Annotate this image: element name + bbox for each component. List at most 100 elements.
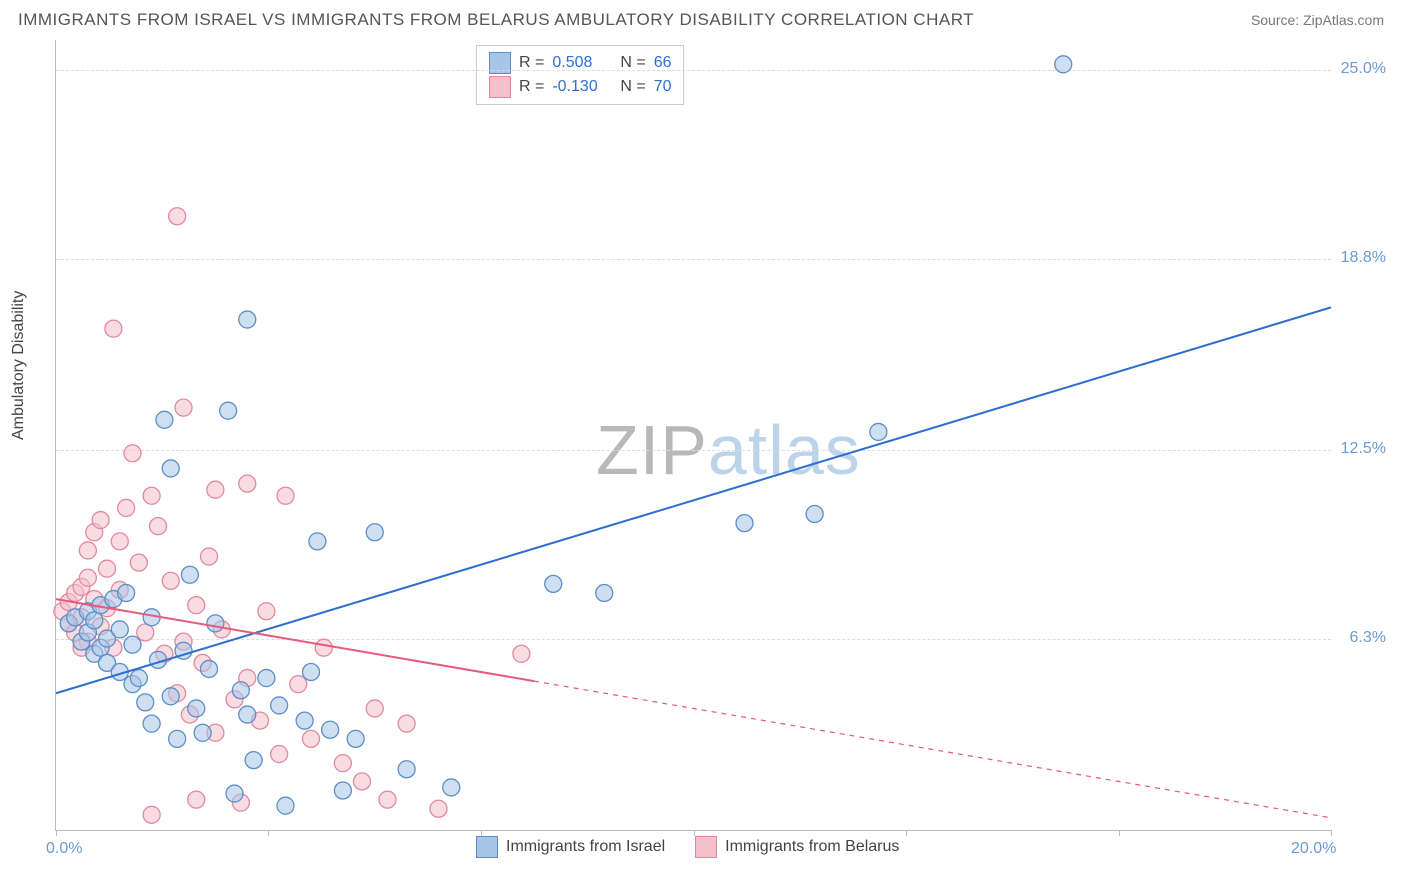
legend-item-israel: Immigrants from Israel (476, 836, 665, 858)
data-point (232, 682, 249, 699)
data-point (296, 712, 313, 729)
data-point (366, 524, 383, 541)
data-point (303, 664, 320, 681)
data-point (99, 560, 116, 577)
data-point (277, 797, 294, 814)
data-point (124, 445, 141, 462)
chart-svg (56, 40, 1331, 830)
data-point (271, 746, 288, 763)
data-point (124, 636, 141, 653)
regression-line-dashed (534, 681, 1331, 818)
series-legend: Immigrants from Israel Immigrants from B… (476, 836, 899, 858)
data-point (137, 694, 154, 711)
data-point (162, 688, 179, 705)
data-point (334, 755, 351, 772)
data-point (303, 730, 320, 747)
data-point (245, 752, 262, 769)
source-attribution: Source: ZipAtlas.com (1251, 12, 1384, 28)
data-point (258, 670, 275, 687)
data-point (513, 645, 530, 662)
data-point (239, 706, 256, 723)
data-point (111, 621, 128, 638)
y-axis-label: Ambulatory Disability (10, 291, 28, 440)
data-point (220, 402, 237, 419)
data-point (105, 320, 122, 337)
data-point (806, 506, 823, 523)
data-point (188, 791, 205, 808)
data-point (188, 700, 205, 717)
x-tick-mark (268, 830, 269, 836)
data-point (188, 597, 205, 614)
data-point (143, 806, 160, 823)
data-point (443, 779, 460, 796)
data-point (239, 311, 256, 328)
data-point (181, 566, 198, 583)
data-point (207, 481, 224, 498)
x-tick-mark (694, 830, 695, 836)
data-point (137, 624, 154, 641)
data-point (334, 782, 351, 799)
data-point (118, 585, 135, 602)
data-point (354, 773, 371, 790)
data-point (1055, 56, 1072, 73)
data-point (162, 460, 179, 477)
scatter-chart: ZIPatlas R = 0.508 N = 66 R = -0.130 N =… (55, 40, 1331, 831)
data-point (398, 761, 415, 778)
data-point (111, 533, 128, 550)
data-point (156, 411, 173, 428)
series-name-belarus: Immigrants from Belarus (725, 838, 899, 856)
chart-title: IMMIGRANTS FROM ISRAEL VS IMMIGRANTS FRO… (18, 10, 974, 30)
data-point (315, 639, 332, 656)
data-point (207, 615, 224, 632)
data-point (175, 399, 192, 416)
data-point (194, 724, 211, 741)
data-point (79, 542, 96, 559)
data-point (130, 670, 147, 687)
y-tick-label: 12.5% (1336, 440, 1386, 458)
data-point (596, 585, 613, 602)
x-tick-mark (56, 830, 57, 836)
data-point (201, 660, 218, 677)
data-point (150, 518, 167, 535)
data-point (379, 791, 396, 808)
legend-item-belarus: Immigrants from Belarus (695, 836, 899, 858)
data-point (347, 730, 364, 747)
regression-line (56, 307, 1331, 693)
data-point (92, 512, 109, 529)
data-point (226, 785, 243, 802)
data-point (118, 499, 135, 516)
x-tick-mark (481, 830, 482, 836)
data-point (736, 515, 753, 532)
data-point (290, 676, 307, 693)
x-tick-label: 0.0% (46, 840, 82, 858)
data-point (258, 603, 275, 620)
data-point (430, 800, 447, 817)
series-name-israel: Immigrants from Israel (506, 838, 665, 856)
data-point (870, 423, 887, 440)
data-point (143, 715, 160, 732)
data-point (366, 700, 383, 717)
data-point (271, 697, 288, 714)
x-tick-mark (906, 830, 907, 836)
data-point (130, 554, 147, 571)
data-point (309, 533, 326, 550)
x-tick-label: 20.0% (1291, 840, 1336, 858)
data-point (398, 715, 415, 732)
swatch-belarus (695, 836, 717, 858)
x-tick-mark (1119, 830, 1120, 836)
data-point (545, 575, 562, 592)
y-tick-label: 18.8% (1336, 249, 1386, 267)
data-point (143, 487, 160, 504)
data-point (277, 487, 294, 504)
y-tick-label: 6.3% (1336, 629, 1386, 647)
data-point (239, 475, 256, 492)
y-tick-label: 25.0% (1336, 60, 1386, 78)
data-point (162, 572, 179, 589)
x-tick-mark (1331, 830, 1332, 836)
data-point (322, 721, 339, 738)
data-point (86, 612, 103, 629)
data-point (79, 569, 96, 586)
data-point (169, 730, 186, 747)
swatch-israel (476, 836, 498, 858)
data-point (201, 548, 218, 565)
